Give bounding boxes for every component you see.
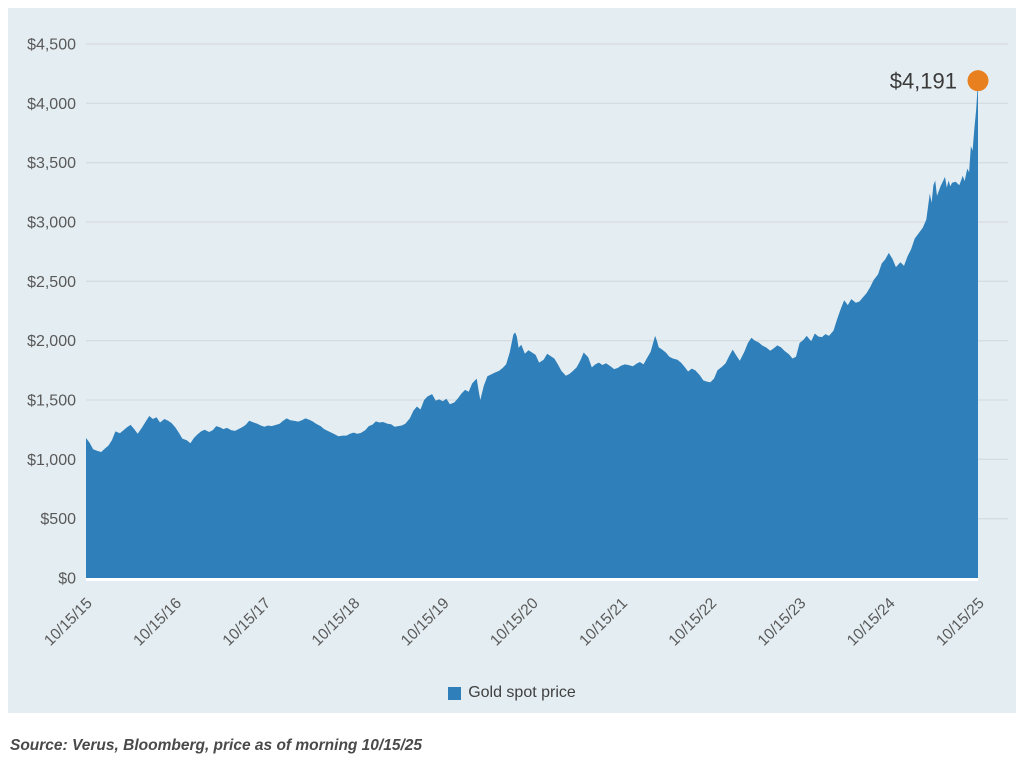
chart-panel: $0 $500 $1,000 $1,500 $2,000 $2,500 $3,000 $3,5… xyxy=(8,8,1016,713)
legend-label-gold-spot-price: Gold spot price xyxy=(468,684,576,701)
x-tick-label: 10/15/15 xyxy=(41,595,96,650)
latest-price-label: $4,191 xyxy=(890,69,957,94)
y-tick-label: $4,500 xyxy=(27,37,76,54)
y-tick-label: $4,000 xyxy=(27,96,76,113)
x-tick-label: 10/15/23 xyxy=(755,595,810,650)
chart-svg: $0 $500 $1,000 $1,500 $2,000 $2,500 $3,000 $3,5… xyxy=(27,37,1008,650)
x-tick-label: 10/15/24 xyxy=(844,595,899,650)
x-tick-label: 10/15/17 xyxy=(220,595,275,650)
y-tick-label: $3,500 xyxy=(27,155,76,172)
y-tick-label: $1,500 xyxy=(27,393,76,410)
x-tick-label: 10/15/19 xyxy=(398,595,453,650)
x-tick-label: 10/15/16 xyxy=(130,595,185,650)
y-tick-label: $3,000 xyxy=(27,215,76,232)
source-note: Source: Verus, Bloomberg, price as of mo… xyxy=(10,737,423,754)
x-tick-label: 10/15/20 xyxy=(487,595,542,650)
y-tick-label: $2,000 xyxy=(27,333,76,350)
y-tick-label: $0 xyxy=(58,571,76,588)
x-tick-label: 10/15/25 xyxy=(933,595,988,650)
x-tick-label: 10/15/21 xyxy=(576,595,631,650)
legend-swatch-gold-spot-price xyxy=(448,686,462,700)
y-tick-label: $2,500 xyxy=(27,274,76,291)
latest-price-marker xyxy=(967,70,989,92)
chart-legend: Gold spot price xyxy=(8,684,1016,702)
x-tick-label: 10/15/18 xyxy=(309,595,364,650)
y-tick-label: $500 xyxy=(40,511,76,528)
x-tick-label: 10/15/22 xyxy=(666,595,721,650)
y-tick-label: $1,000 xyxy=(27,452,76,469)
gold-spot-price-area xyxy=(86,80,978,578)
